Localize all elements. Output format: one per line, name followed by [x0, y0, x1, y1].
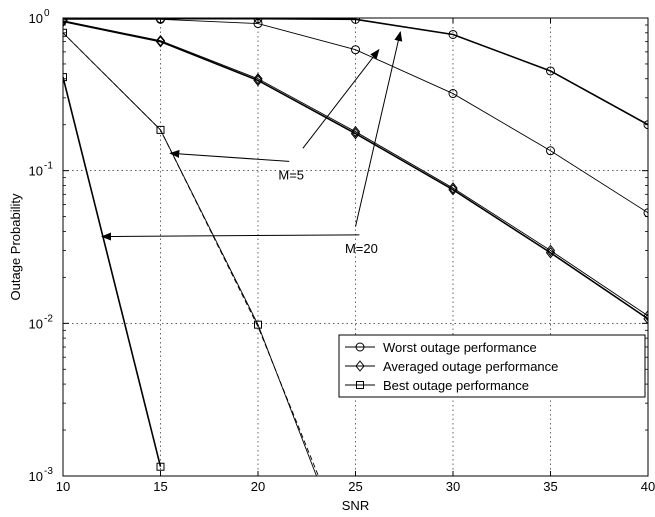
data-point	[63, 18, 68, 27]
legend-marker	[356, 381, 364, 389]
x-tick-label: 20	[251, 479, 265, 494]
data-point	[253, 74, 263, 87]
y-tick-label: 10	[29, 469, 43, 484]
data-point	[351, 18, 360, 24]
data-point	[350, 125, 361, 138]
data-point	[448, 183, 458, 196]
x-axis-label: SNR	[342, 498, 369, 513]
legend-entry: Averaged outage performance	[345, 359, 558, 374]
x-tick-label: 15	[153, 479, 167, 494]
plot-frame	[62, 17, 649, 477]
legend-label: Best outage performance	[383, 378, 529, 393]
y-tick-exponent: -2	[44, 313, 53, 324]
legend-marker	[355, 360, 365, 372]
x-tick-label: 35	[543, 479, 557, 494]
annotation-arrow	[169, 149, 290, 162]
data-point	[63, 73, 67, 82]
legend-box	[338, 334, 646, 398]
data-point	[643, 120, 648, 130]
data-point	[351, 45, 360, 55]
series-4	[63, 73, 165, 471]
grid	[63, 18, 648, 476]
y-tick-exponent: -3	[44, 466, 53, 477]
x-tick-label: 10	[56, 479, 70, 494]
legend-entry: Best outage performance	[345, 378, 529, 393]
annotation-0: M=5	[169, 48, 380, 182]
data-point	[63, 18, 68, 24]
legend-entry: Worst outage performance	[345, 340, 537, 355]
data-point	[156, 462, 165, 471]
series-3	[63, 18, 648, 322]
data-point	[155, 34, 166, 47]
y-tick-exponent: 0	[44, 8, 50, 19]
legend-label: Worst outage performance	[383, 340, 537, 355]
data-point	[643, 208, 648, 218]
series-6	[63, 32, 319, 476]
annotation-label: M=5	[278, 167, 304, 182]
x-tick-label: 30	[446, 479, 460, 494]
data-point	[63, 28, 67, 37]
series-line-3	[63, 20, 648, 317]
x-tick-label: 40	[641, 479, 655, 494]
series-line-4	[63, 76, 162, 467]
annotation-label: M=20	[345, 241, 378, 256]
annotation-arrow	[355, 30, 403, 227]
data-point	[448, 182, 458, 194]
data-point	[156, 18, 165, 24]
y-tick-exponent: -1	[44, 161, 53, 172]
y-tick-label: 10	[29, 164, 43, 179]
series-line-2	[63, 20, 648, 320]
data-point	[546, 146, 555, 156]
y-tick-label: 10	[29, 11, 43, 26]
data-point	[448, 89, 458, 99]
y-tick-label: 10	[29, 316, 43, 331]
data-point	[156, 125, 165, 134]
data-point	[254, 320, 262, 329]
data-point	[545, 246, 556, 259]
legend: Worst outage performance Averaged outage …	[338, 334, 646, 398]
data-point	[546, 66, 555, 76]
legend-label: Averaged outage performance	[383, 359, 558, 374]
data-point	[350, 127, 361, 140]
annotations: M=5 M=20	[101, 30, 403, 256]
y-axis-label: Outage Probability	[8, 193, 23, 300]
data-point	[545, 244, 556, 257]
annotation-arrow	[302, 48, 380, 149]
data-point	[448, 29, 458, 39]
data-point	[253, 72, 263, 85]
legend-marker	[355, 342, 365, 352]
series-line-6	[63, 32, 319, 476]
x-tick-label: 25	[348, 479, 362, 494]
data-point	[643, 310, 648, 322]
annotation-1: M=20	[101, 30, 403, 256]
annotation-arrow	[101, 232, 360, 241]
